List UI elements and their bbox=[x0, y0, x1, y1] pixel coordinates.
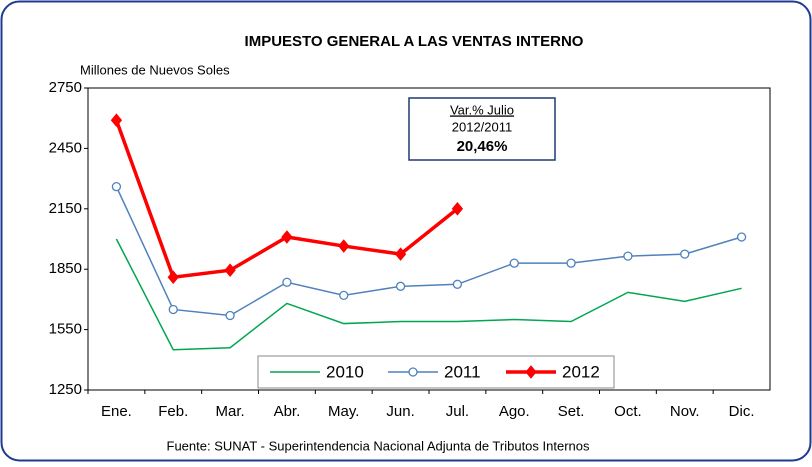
y-tick-label: 2150 bbox=[49, 200, 82, 217]
x-tick-label: Jul. bbox=[446, 403, 469, 420]
legend-label: 2010 bbox=[326, 362, 364, 381]
point bbox=[736, 232, 747, 242]
point bbox=[224, 263, 236, 277]
legend-marker bbox=[408, 367, 418, 377]
y-tick-label: 1550 bbox=[49, 321, 82, 338]
point bbox=[395, 281, 406, 291]
y-axis-label: Millones de Nuevos Soles bbox=[80, 62, 230, 77]
x-tick-label: May. bbox=[328, 403, 359, 420]
legend-label: 2011 bbox=[444, 362, 481, 381]
legend-marker bbox=[525, 365, 537, 379]
annotation-line: 2012/2011 bbox=[452, 119, 513, 134]
y-tick-label: 2750 bbox=[49, 79, 82, 96]
y-tick-label: 1250 bbox=[49, 381, 82, 398]
x-tick-label: Ene. bbox=[101, 403, 132, 420]
x-tick-label: Mar. bbox=[215, 403, 244, 420]
x-tick-label: Set. bbox=[558, 403, 585, 420]
point bbox=[680, 249, 690, 259]
point bbox=[509, 258, 519, 268]
annotation-box bbox=[408, 97, 556, 161]
series-line bbox=[115, 238, 742, 351]
chart-title: IMPUESTO GENERAL A LAS VENTAS INTERNO bbox=[245, 33, 584, 50]
x-tick-label: Ago. bbox=[499, 403, 530, 420]
x-tick-label: Feb. bbox=[158, 403, 188, 420]
point bbox=[282, 277, 292, 287]
point bbox=[566, 258, 576, 268]
point bbox=[168, 304, 178, 315]
point bbox=[111, 182, 122, 192]
point bbox=[110, 113, 123, 127]
x-tick-label: Jun. bbox=[386, 403, 414, 420]
x-tick-label: Oct. bbox=[614, 403, 642, 420]
point bbox=[394, 247, 407, 261]
point bbox=[338, 239, 350, 253]
x-tick-label: Nov. bbox=[670, 403, 700, 420]
point bbox=[623, 251, 633, 261]
point bbox=[451, 202, 464, 216]
annotation-line: Var.% Julio bbox=[450, 102, 514, 117]
point bbox=[167, 270, 179, 285]
y-tick-label: 2450 bbox=[49, 139, 82, 156]
legend-label: 2012 bbox=[562, 362, 600, 381]
source: Fuente: SUNAT - Superintendencia Naciona… bbox=[167, 438, 590, 453]
point bbox=[452, 279, 463, 289]
x-tick-label: Abr. bbox=[274, 403, 301, 420]
x-tick-label: Dic. bbox=[729, 403, 755, 420]
annotation-line: 20,46% bbox=[457, 138, 508, 155]
point bbox=[281, 230, 293, 244]
point bbox=[339, 290, 349, 301]
y-tick-label: 1850 bbox=[49, 260, 82, 277]
series-line bbox=[115, 186, 742, 317]
point bbox=[225, 310, 235, 321]
